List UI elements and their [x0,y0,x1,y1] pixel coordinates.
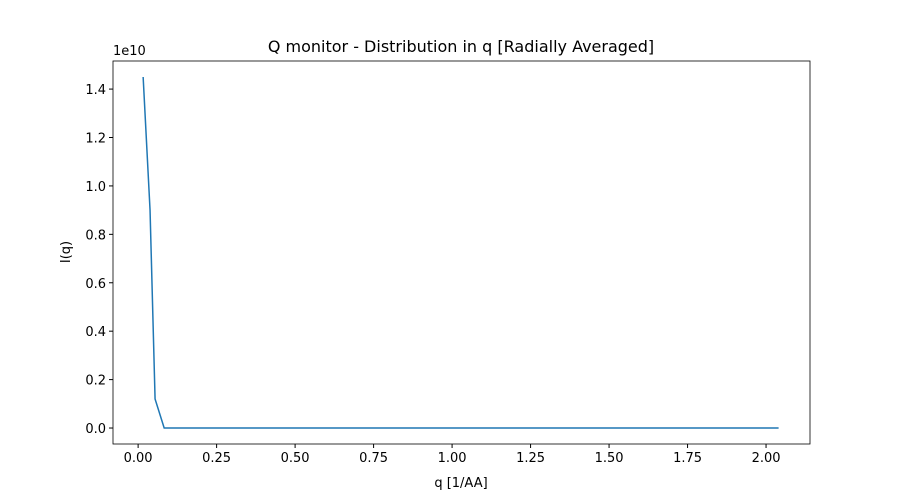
x-tick-label: 1.50 [595,451,624,466]
x-tick-label: 2.00 [752,451,781,466]
y-tick-label: 0.0 [85,422,106,437]
x-axis-label: q [1/AA] [434,476,487,491]
y-tick-label: 0.6 [85,277,106,292]
x-tick-label: 0.25 [202,451,231,466]
y-tick-label: 0.4 [85,325,106,340]
y-tick-label: 0.8 [85,228,106,243]
chart-title: Q monitor - Distribution in q [Radially … [268,37,654,56]
y-tick-label: 0.2 [85,374,106,389]
y-tick-label: 1.2 [85,132,106,147]
y-axis-label: I(q) [59,241,74,263]
x-tick-label: 1.00 [438,451,467,466]
x-tick-label: 1.25 [516,451,545,466]
x-tick-label: 1.75 [673,451,702,466]
line-series [142,76,779,429]
x-tick-label: 0.75 [359,451,388,466]
plot-frame [112,60,811,445]
y-tick-label: 1.0 [85,180,106,195]
x-tick-label: 0.00 [124,451,153,466]
x-tick-label: 0.50 [281,451,310,466]
y-tick-label: 1.4 [85,83,106,98]
y-offset-label: 1e10 [113,44,146,59]
